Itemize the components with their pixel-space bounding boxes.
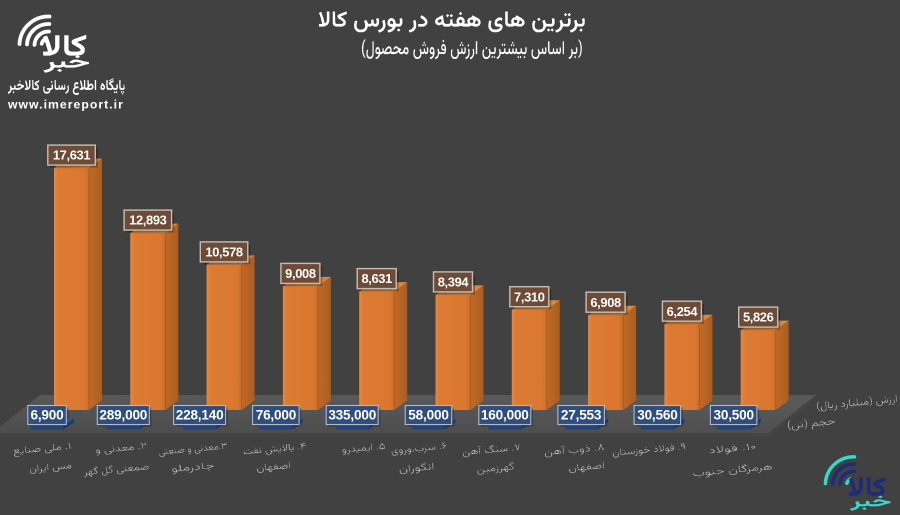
svg-text:58,000: 58,000 [408,407,448,422]
svg-text:76,000: 76,000 [256,407,296,422]
svg-text:30,560: 30,560 [637,407,677,422]
svg-text:30,500: 30,500 [714,407,754,422]
svg-text:8,631: 8,631 [361,271,392,286]
svg-text:289,000: 289,000 [99,407,147,422]
svg-text:12,893: 12,893 [129,213,167,228]
svg-text:10,578: 10,578 [205,245,243,260]
svg-text:6,254: 6,254 [667,304,699,319]
svg-text:5,826: 5,826 [743,310,774,325]
svg-text:6,900: 6,900 [30,407,63,422]
svg-text:17,631: 17,631 [53,148,91,163]
svg-text:9,008: 9,008 [285,266,316,281]
svg-text:335,000: 335,000 [328,407,376,422]
svg-text:160,000: 160,000 [481,407,529,422]
svg-text:8,394: 8,394 [438,275,470,290]
svg-text:7,310: 7,310 [514,289,545,304]
svg-text:228,140: 228,140 [176,407,224,422]
svg-text:27,553: 27,553 [561,407,602,422]
svg-text:6,908: 6,908 [590,295,621,310]
svg-text:www.imereport.ir: www.imereport.ir [7,98,124,112]
